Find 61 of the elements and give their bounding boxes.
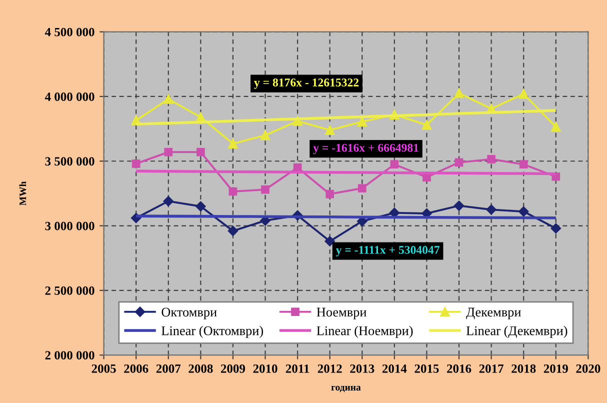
x-tick-label: 2018 [512, 364, 536, 373]
point [196, 148, 205, 156]
point [261, 185, 270, 194]
y-tick-label: 3 000 000 [45, 222, 94, 230]
x-tick-label: 2016 [447, 364, 472, 373]
x-tick-label: 2006 [124, 364, 148, 373]
annotation: y = -1111x + 5304047 [336, 246, 440, 256]
point [228, 138, 238, 149]
legend-label: Декември [466, 308, 521, 320]
point [132, 160, 140, 168]
legend-label: Linear (Декември) [466, 326, 568, 338]
point [390, 160, 399, 169]
x-tick-label: 2010 [253, 364, 278, 373]
x-tick-label: 2007 [156, 364, 181, 373]
point [228, 187, 238, 196]
point [518, 89, 528, 99]
point [551, 122, 561, 132]
x-tick-label: 2005 [92, 364, 116, 373]
point [324, 125, 335, 135]
x-tick-label: 2012 [318, 364, 342, 373]
x-tick-label: 2020 [576, 364, 600, 373]
y-tick-label: 3 500 000 [45, 157, 94, 166]
x-tick-label: 2013 [350, 364, 374, 373]
legend-label: Октомври [162, 308, 217, 320]
point [260, 130, 270, 140]
x-tick-label: 2019 [544, 364, 568, 373]
y-tick-label: 4 500 000 [44, 28, 94, 36]
annotation: y = -1616x + 6664981 [313, 144, 418, 154]
x-tick-label: 2011 [286, 364, 310, 373]
x-tick-label: 2015 [414, 364, 439, 373]
y-axis-title: MWh [19, 181, 26, 206]
point [228, 226, 238, 236]
point [164, 94, 174, 104]
point [163, 196, 174, 206]
point [454, 200, 464, 211]
annotation: y = 8176x - 12615322 [254, 78, 359, 89]
point [518, 206, 529, 217]
point [519, 160, 528, 169]
x-tick-label: 2017 [479, 364, 504, 373]
point [324, 236, 335, 246]
point [454, 158, 464, 167]
legend-label: Linear (Ноември) [316, 326, 413, 338]
x-axis-title: година [331, 386, 361, 392]
y-tick-label: 2 000 000 [45, 351, 94, 360]
point [422, 120, 432, 130]
point [196, 201, 206, 212]
y-tick-label: 2 500 000 [45, 286, 94, 295]
point [486, 204, 496, 215]
point [454, 88, 464, 98]
y-tick-label: 4 000 000 [44, 92, 94, 101]
point [164, 148, 173, 156]
point [487, 155, 496, 164]
x-tick-label: 2008 [188, 364, 213, 373]
point [326, 190, 334, 198]
legend-label: Linear (Октомври) [162, 326, 264, 338]
point [357, 116, 367, 127]
x-tick-label: 2009 [220, 364, 246, 373]
point [550, 223, 562, 234]
x-tick-label: 2014 [382, 364, 407, 373]
legend-label: Ноември [316, 308, 366, 320]
point [358, 184, 366, 192]
